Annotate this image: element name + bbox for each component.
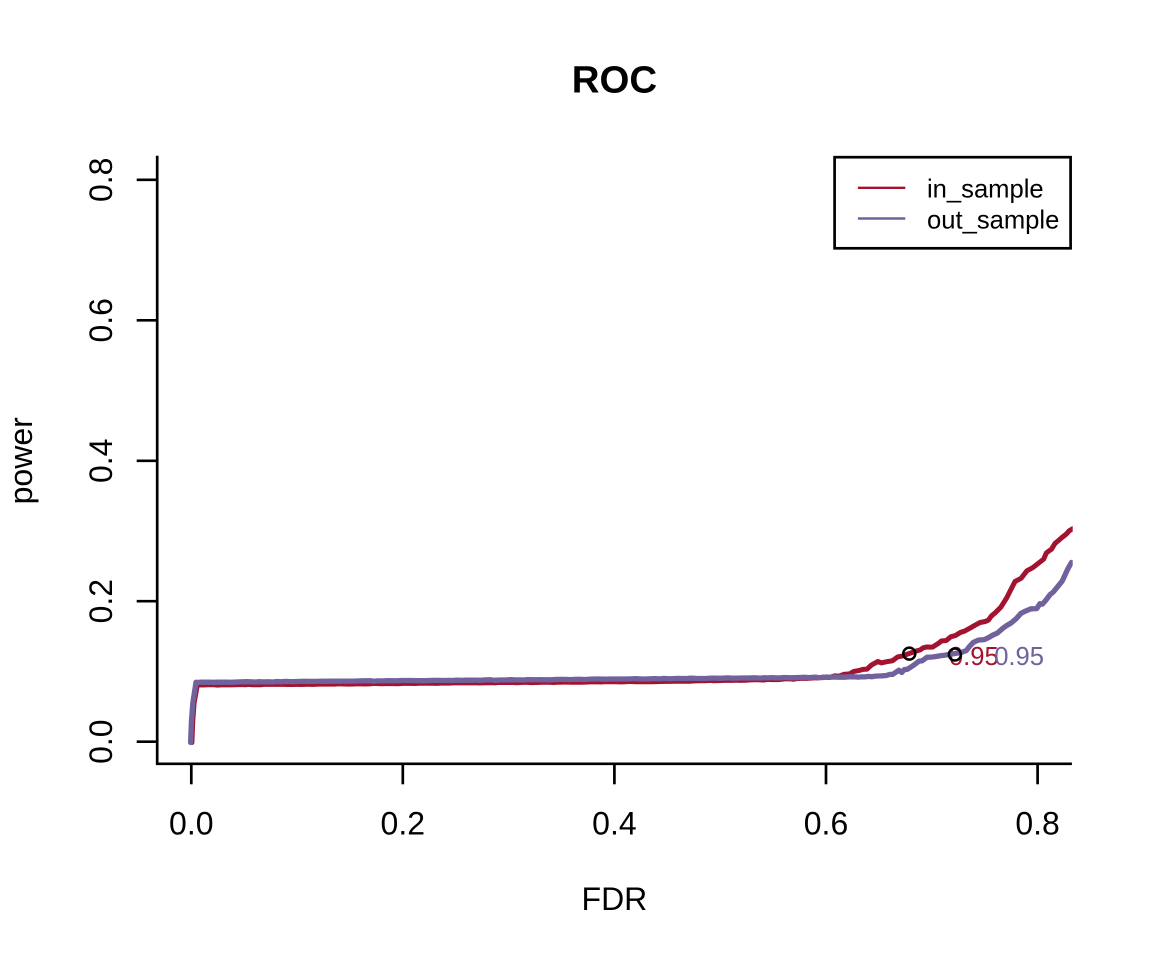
svg-text:0.6: 0.6 <box>83 298 119 342</box>
svg-text:0.4: 0.4 <box>83 439 119 483</box>
svg-text:0.8: 0.8 <box>83 158 119 202</box>
svg-text:ROC: ROC <box>572 59 657 102</box>
svg-text:0.95: 0.95 <box>949 643 999 671</box>
svg-text:FDR: FDR <box>582 881 648 917</box>
svg-text:0.8: 0.8 <box>1015 806 1059 842</box>
svg-text:0.6: 0.6 <box>804 806 848 842</box>
svg-text:in_sample: in_sample <box>927 175 1044 203</box>
svg-text:0.95: 0.95 <box>994 643 1044 671</box>
svg-text:0.0: 0.0 <box>83 719 119 763</box>
svg-text:0.2: 0.2 <box>381 806 425 842</box>
svg-text:power: power <box>3 417 39 505</box>
svg-text:0.2: 0.2 <box>83 579 119 623</box>
svg-text:0.0: 0.0 <box>169 806 213 842</box>
svg-text:out_sample: out_sample <box>927 207 1059 235</box>
svg-text:0.4: 0.4 <box>592 806 636 842</box>
